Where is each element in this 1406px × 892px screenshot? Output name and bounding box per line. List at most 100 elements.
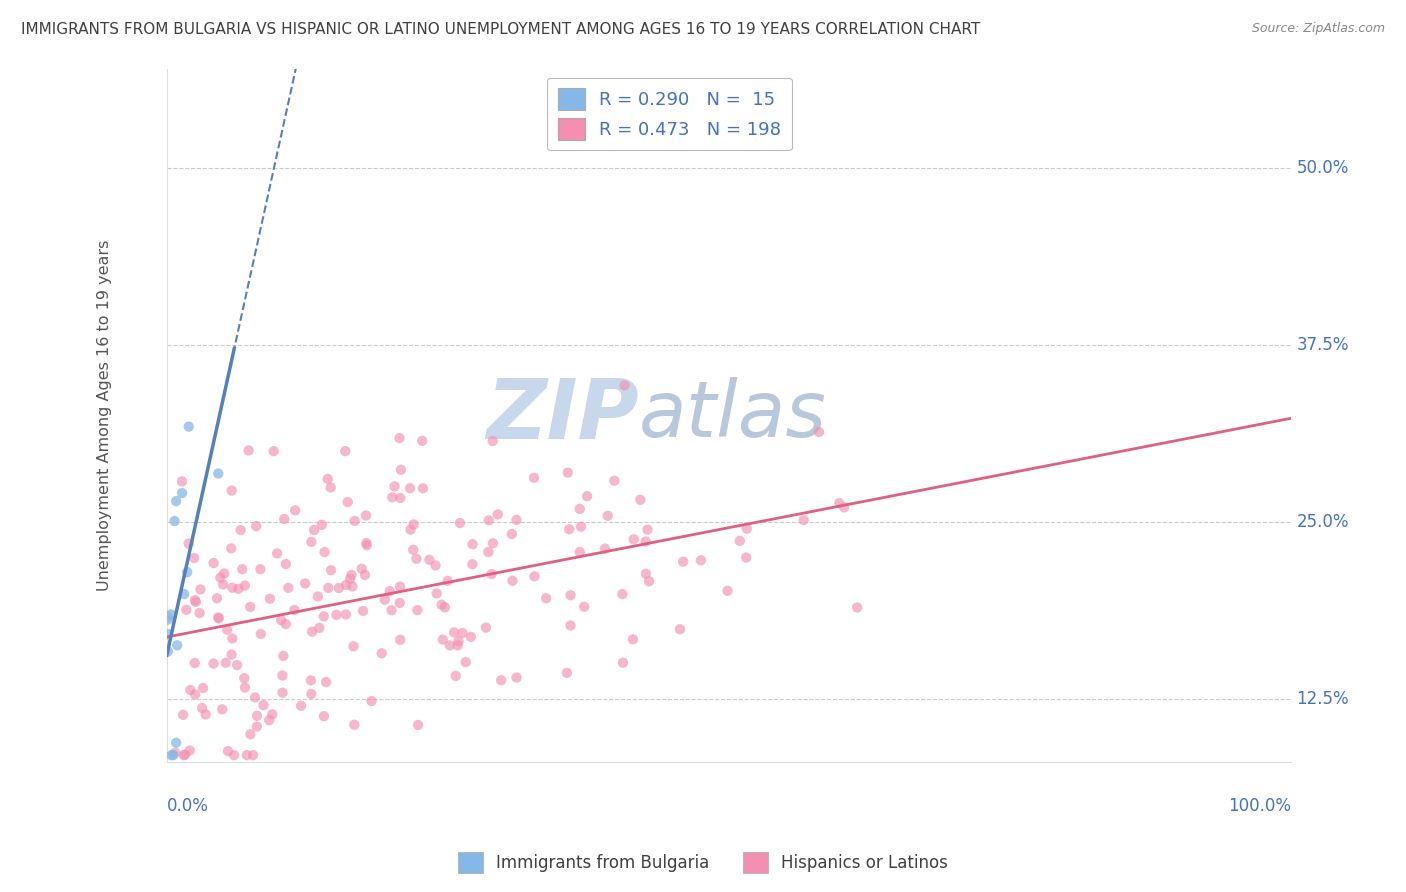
Point (177, 536, 200, 550)
Text: Source: ZipAtlas.com: Source: ZipAtlas.com (1251, 22, 1385, 36)
Point (402, 542, 425, 557)
Point (249, 562, 271, 576)
Point (443, 625, 465, 640)
Point (238, 443, 260, 458)
Point (177, 419, 200, 434)
Point (319, 563, 342, 577)
Point (505, 513, 527, 527)
Point (184, 593, 207, 607)
Point (221, 581, 243, 595)
Point (356, 538, 378, 552)
Point (340, 568, 363, 582)
Point (284, 503, 307, 517)
Legend: Immigrants from Bulgaria, Hispanics or Latinos: Immigrants from Bulgaria, Hispanics or L… (451, 846, 955, 880)
Point (183, 551, 205, 566)
Point (259, 591, 281, 606)
Point (184, 688, 207, 702)
Point (316, 581, 339, 595)
Point (828, 496, 851, 510)
Point (174, 747, 197, 762)
Point (560, 618, 582, 632)
Point (433, 600, 456, 615)
Point (283, 603, 305, 617)
Point (486, 508, 509, 522)
Point (160, 607, 183, 622)
Point (274, 557, 297, 571)
Point (430, 598, 453, 612)
Point (406, 603, 429, 617)
Point (314, 545, 336, 559)
Point (634, 534, 657, 549)
Legend: R = 0.290   N =  15, R = 0.473   N = 198: R = 0.290 N = 15, R = 0.473 N = 198 (547, 78, 792, 151)
Point (612, 587, 634, 601)
Point (165, 736, 187, 750)
Point (356, 536, 378, 550)
Text: 12.5%: 12.5% (1296, 690, 1348, 707)
Point (336, 495, 359, 509)
Point (560, 588, 582, 602)
Point (523, 471, 546, 485)
Text: 37.5%: 37.5% (1296, 335, 1348, 353)
Point (173, 748, 195, 763)
Point (207, 467, 229, 481)
Point (335, 607, 357, 622)
Point (384, 479, 406, 493)
Point (217, 744, 239, 758)
Point (555, 665, 578, 680)
Point (239, 599, 262, 614)
Point (690, 553, 713, 567)
Point (294, 576, 316, 591)
Point (475, 621, 498, 635)
Text: IMMIGRANTS FROM BULGARIA VS HISPANIC OR LATINO UNEMPLOYMENT AMONG AGES 16 TO 19 : IMMIGRANTS FROM BULGARIA VS HISPANIC OR … (21, 22, 980, 37)
Point (170, 475, 193, 489)
Point (245, 519, 267, 533)
Point (242, 748, 264, 763)
Point (449, 516, 471, 530)
Point (426, 586, 449, 600)
Point (191, 681, 214, 695)
Point (447, 634, 470, 648)
Point (335, 444, 357, 458)
Point (221, 632, 243, 646)
Point (307, 590, 329, 604)
Point (157, 609, 180, 624)
Point (418, 553, 440, 567)
Point (489, 673, 512, 688)
Point (271, 668, 294, 682)
Point (343, 717, 366, 731)
Text: ZIP: ZIP (486, 375, 638, 456)
Point (568, 501, 591, 516)
Point (593, 541, 616, 556)
Point (628, 492, 651, 507)
Point (172, 486, 194, 500)
Point (371, 646, 394, 660)
Point (208, 611, 231, 625)
Point (160, 748, 183, 763)
Point (328, 581, 350, 595)
Point (221, 483, 243, 498)
Point (576, 489, 599, 503)
Point (505, 671, 527, 685)
Point (354, 568, 377, 582)
Point (308, 621, 330, 635)
Point (176, 603, 198, 617)
Point (184, 595, 207, 609)
Point (354, 508, 377, 523)
Point (481, 434, 503, 448)
Point (461, 537, 484, 551)
Point (191, 701, 214, 715)
Point (263, 444, 285, 458)
Point (165, 494, 187, 508)
Point (231, 562, 253, 576)
Point (389, 463, 412, 477)
Point (388, 596, 411, 610)
Point (572, 599, 595, 614)
Point (212, 577, 235, 591)
Point (603, 474, 626, 488)
Point (846, 600, 869, 615)
Point (176, 565, 198, 579)
Text: 0.0%: 0.0% (167, 797, 208, 815)
Point (252, 698, 274, 712)
Point (172, 707, 194, 722)
Point (735, 522, 758, 536)
